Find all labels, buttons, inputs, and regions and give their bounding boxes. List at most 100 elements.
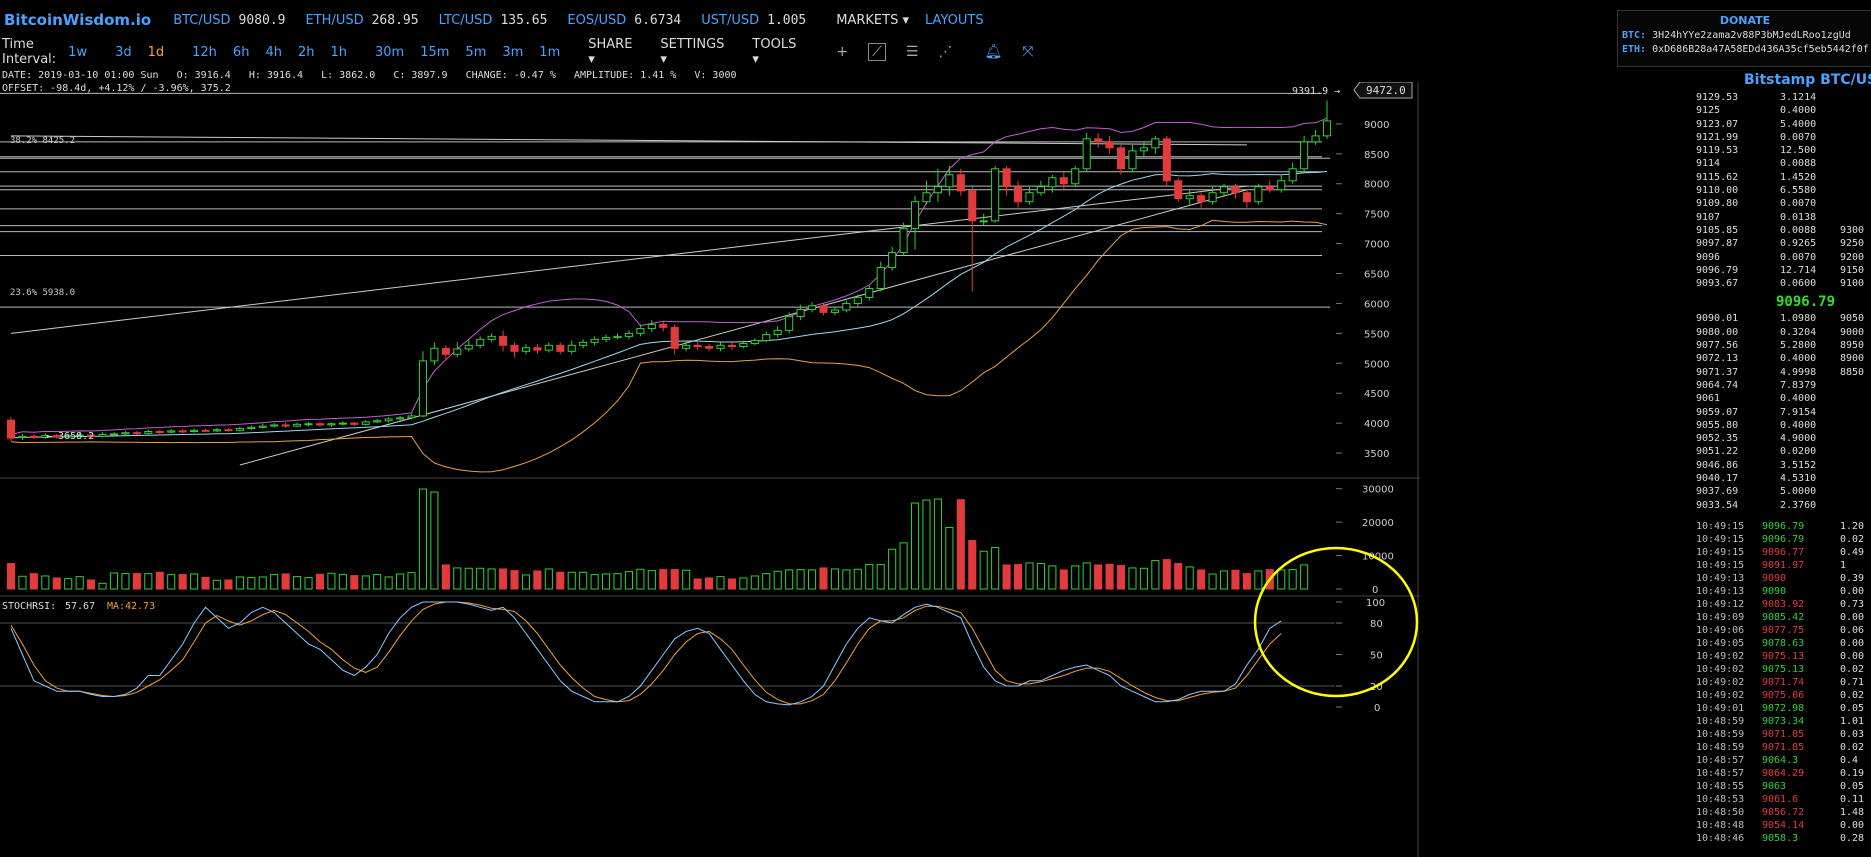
volume-bar (6, 563, 16, 590)
candle-body (1265, 186, 1274, 191)
interval-3d[interactable]: 3d (115, 44, 132, 60)
bell-icon[interactable]: 🔔︎ (984, 44, 1003, 60)
candle (750, 338, 759, 346)
settings-menu[interactable]: SETTINGS ▾ (660, 37, 724, 67)
interval-1w[interactable]: 1w (68, 44, 88, 60)
ask-row[interactable]: 9107 0.0138 (1694, 212, 1871, 225)
bid-row-price: 9037.69 (1696, 486, 1739, 498)
candle (968, 186, 977, 292)
horizontal-lines-icon[interactable]: ☰ (905, 44, 919, 60)
bid-row-price: 9061 (1696, 393, 1721, 405)
volume-bar (750, 575, 759, 590)
candle (590, 336, 599, 346)
candle (842, 300, 851, 313)
candle-body (29, 435, 38, 439)
interval-12h[interactable]: 12h (192, 44, 217, 60)
interval-3m[interactable]: 3m (502, 44, 524, 60)
interval-2h[interactable]: 2h (297, 44, 315, 60)
fan-icon[interactable]: ⋰ (938, 44, 953, 60)
ask-row[interactable]: 9123.07 5.4000 (1694, 119, 1871, 132)
volume-bar (1116, 565, 1126, 590)
interval-1m[interactable]: 1m (539, 44, 561, 60)
volume-bar (819, 567, 828, 590)
candle-body (121, 432, 130, 435)
ticker-btc[interactable]: BTC/USD 9080.9 (173, 13, 285, 28)
bid-row[interactable]: 9051.22 0.0200 (1694, 446, 1871, 459)
interval-30m[interactable]: 30m (374, 44, 405, 60)
share-menu[interactable]: SHARE ▾ (588, 37, 632, 67)
stochrsi-tick-label: 100 (1366, 598, 1385, 609)
bid-row[interactable]: 9090.01 1.0980 9050 (1694, 313, 1871, 326)
price-chart[interactable]: 9000850080007500700065006000550050004500… (0, 82, 1420, 857)
volume-bar (602, 573, 611, 590)
ask-row-price: 9110.00 (1696, 185, 1739, 197)
brand-logo[interactable]: BitcoinWisdom.io (4, 11, 152, 29)
ticker-eth[interactable]: ETH/USD 268.95 (306, 13, 419, 28)
bid-row[interactable]: 9033.54 2.3760 (1694, 500, 1871, 513)
btc-address: 3H24hYYe2zama2v88P3bMJedLRoo1zgUd (1652, 30, 1851, 41)
tools-menu[interactable]: TOOLS ▾ (752, 37, 796, 67)
bid-row[interactable]: 9037.69 5.0000 (1694, 486, 1871, 499)
volume-bar (384, 576, 393, 590)
ask-row[interactable]: 9093.67 0.0600 9100 (1694, 278, 1871, 291)
bid-row[interactable]: 9040.17 4.5310 (1694, 473, 1871, 486)
candle-body (521, 347, 531, 352)
interval-1h[interactable]: 1h (330, 44, 347, 60)
ask-row[interactable]: 9114 0.0088 (1694, 158, 1871, 171)
fullscreen-icon[interactable]: ⤧ (1022, 44, 1034, 60)
layouts-link[interactable]: LAYOUTS (925, 12, 984, 28)
candle-body (52, 435, 61, 438)
ask-row[interactable]: 9097.87 0.9265 9250 (1694, 238, 1871, 251)
candle-body (750, 340, 759, 345)
price-tick-label: 5500 (1364, 329, 1389, 340)
volume-bar (785, 569, 794, 590)
interval-4h[interactable]: 4h (265, 44, 282, 60)
ask-row[interactable]: 9110.00 6.5580 (1694, 185, 1871, 198)
trend-line (239, 189, 1248, 466)
ask-row[interactable]: 9105.85 0.0088 9300 (1694, 225, 1871, 238)
ticker-ust[interactable]: UST/USD 1.005 (701, 13, 806, 28)
candle-body (544, 344, 553, 351)
trade-row: 10:49:01 9072.98 0.05 (1694, 703, 1871, 716)
ask-row[interactable]: 9096 0.0070 9200 (1694, 252, 1871, 265)
ticker-eos[interactable]: EOS/USD 6.6734 (567, 13, 681, 28)
trade-time: 10:49:02 (1696, 690, 1745, 701)
interval-6h[interactable]: 6h (232, 44, 250, 60)
bid-row[interactable]: 9077.56 5.2800 8950 (1694, 340, 1871, 353)
candle (945, 165, 954, 196)
interval-15m[interactable]: 15m (420, 44, 450, 60)
ask-row[interactable]: 9115.62 1.4520 (1694, 172, 1871, 185)
bid-row-depth: 8850 (1840, 366, 1865, 378)
interval-1d[interactable]: 1d (147, 44, 165, 60)
markets-menu[interactable]: MARKETS ▾ (836, 13, 909, 28)
crosshair-icon[interactable]: + (836, 44, 849, 60)
ask-row[interactable]: 9121.99 0.0070 (1694, 132, 1871, 145)
ask-row[interactable]: 9119.53 12.500 (1694, 145, 1871, 158)
bid-row[interactable]: 9059.07 7.9154 (1694, 407, 1871, 420)
trade-amount: 0.4 (1840, 755, 1859, 766)
candle (602, 334, 611, 343)
trendline-icon[interactable]: ⟋ (868, 43, 886, 61)
bid-row[interactable]: 9072.13 0.4000 8900 (1694, 353, 1871, 366)
ticker-ltc[interactable]: LTC/USD 135.65 (439, 13, 548, 28)
bid-row[interactable]: 9055.80 0.4000 (1694, 420, 1871, 433)
price-tick-label: 5000 (1364, 359, 1389, 370)
ask-row[interactable]: 9096.79 12.714 9150 (1694, 265, 1871, 278)
bid-row[interactable]: 9046.86 3.5152 (1694, 460, 1871, 473)
ask-row[interactable]: 9125 0.4000 (1694, 105, 1871, 118)
candle (29, 434, 38, 440)
bid-row[interactable]: 9052.35 4.9000 (1694, 433, 1871, 446)
bid-row[interactable]: 9071.37 4.9998 8850 (1694, 367, 1871, 380)
ask-row[interactable]: 9129.53 3.1214 (1694, 92, 1871, 105)
ask-row[interactable]: 9109.80 0.0070 (1694, 198, 1871, 211)
candle (991, 165, 1000, 223)
interval-5m[interactable]: 5m (465, 44, 487, 60)
donate-btc-row[interactable]: BTC: 3H24hYYe2zama2v88P3bMJedLRoo1zgUd (1622, 30, 1871, 41)
bid-row[interactable]: 9064.74 7.8379 (1694, 380, 1871, 393)
bid-row[interactable]: 9080.00 0.3204 9000 (1694, 327, 1871, 340)
trade-price: 9096.79 (1762, 521, 1805, 532)
bid-row[interactable]: 9061 0.4000 (1694, 393, 1871, 406)
donate-eth-row[interactable]: ETH: 0xD686B28a47A58EDd436A35cf5eb5442f0f (1622, 44, 1871, 55)
volume-bar (682, 569, 691, 590)
volume-bar (773, 570, 782, 590)
